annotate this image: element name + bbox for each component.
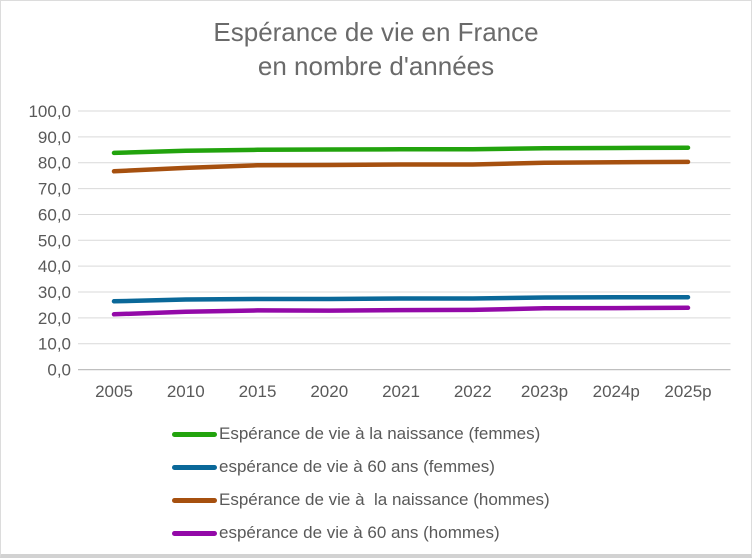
legend-label: Espérance de vie à la naissance (hommes) bbox=[219, 490, 550, 509]
y-tick-label: 80,0 bbox=[38, 154, 71, 173]
x-tick-label: 2020 bbox=[310, 382, 348, 401]
legend-line-swatch bbox=[172, 530, 217, 536]
y-tick-label: 10,0 bbox=[38, 335, 71, 354]
legend-line-swatch bbox=[172, 464, 217, 470]
y-tick-label: 100,0 bbox=[28, 102, 71, 121]
legend: Espérance de vie à la naissance (femmes)… bbox=[172, 423, 550, 554]
y-tick-label: 20,0 bbox=[38, 309, 71, 328]
x-tick-label: 2010 bbox=[167, 382, 205, 401]
series-line-vie-60-ans-hommes bbox=[111, 305, 691, 317]
series-line-vie-naissance-hommes bbox=[111, 159, 691, 174]
series-line-vie-60-ans-femmes bbox=[111, 294, 691, 304]
y-tick-label: 60,0 bbox=[38, 205, 71, 224]
x-tick-label: 2024p bbox=[593, 382, 640, 401]
x-tick-label: 2023p bbox=[521, 382, 568, 401]
legend-label: espérance de vie à 60 ans (hommes) bbox=[219, 523, 500, 542]
legend-label: Espérance de vie à la naissance (femmes) bbox=[219, 424, 541, 443]
x-tick-label: 2025p bbox=[664, 382, 711, 401]
legend-line-swatch bbox=[172, 497, 217, 503]
legend-item-vie-naissance-hommes[interactable]: Espérance de vie à la naissance (hommes) bbox=[172, 489, 550, 511]
legend-line-swatch bbox=[172, 431, 217, 437]
y-tick-label: 0,0 bbox=[47, 361, 71, 380]
x-tick-label: 2015 bbox=[239, 382, 277, 401]
x-tick-label: 2005 bbox=[95, 382, 133, 401]
legend-label: espérance de vie à 60 ans (femmes) bbox=[219, 457, 495, 476]
chart-title-line1: Espérance de vie en France bbox=[213, 17, 539, 47]
y-tick-label: 40,0 bbox=[38, 257, 71, 276]
chart-title-line2: en nombre d'années bbox=[257, 51, 495, 81]
y-tick-label: 70,0 bbox=[38, 180, 71, 199]
legend-item-vie-naissance-femmes[interactable]: Espérance de vie à la naissance (femmes) bbox=[172, 423, 550, 445]
chart-title: Espérance de vie en France en nombre d'a… bbox=[1, 15, 751, 83]
y-tick-label: 50,0 bbox=[38, 231, 71, 250]
legend-item-vie-60-ans-hommes[interactable]: espérance de vie à 60 ans (hommes) bbox=[172, 522, 550, 544]
legend-item-vie-60-ans-femmes[interactable]: espérance de vie à 60 ans (femmes) bbox=[172, 456, 550, 478]
x-tick-label: 2021 bbox=[382, 382, 420, 401]
y-tick-label: 30,0 bbox=[38, 283, 71, 302]
series-line-vie-naissance-femmes bbox=[111, 145, 691, 156]
x-tick-label: 2022 bbox=[454, 382, 492, 401]
y-tick-label: 90,0 bbox=[38, 128, 71, 147]
